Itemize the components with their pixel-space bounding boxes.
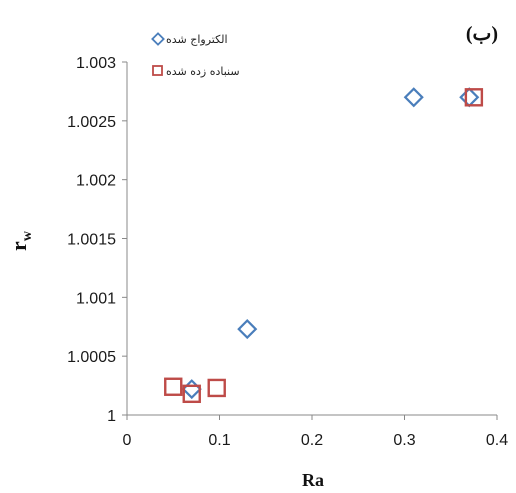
x-tick-label: 0.1 xyxy=(208,432,230,449)
y-tick-label: 1.0025 xyxy=(67,114,116,131)
point-diamond-series-0 xyxy=(237,319,258,340)
legend-item-electropolished: الکترواج شده xyxy=(151,32,228,46)
x-tick-label: 0 xyxy=(123,432,132,449)
svg-text:rw: rw xyxy=(6,230,35,251)
y-tick-label: 1.0015 xyxy=(67,232,116,249)
y-tick-label: 1.0005 xyxy=(67,349,116,366)
point-diamond-series-0 xyxy=(459,87,480,108)
x-tick-label: 0.3 xyxy=(393,432,415,449)
y-tick-label: 1.002 xyxy=(76,173,116,190)
point-diamond-series-0 xyxy=(181,379,202,400)
legend-label-electropolished: الکترواج شده xyxy=(166,33,228,46)
point-square-series-1 xyxy=(182,384,201,404)
legend-marker-square xyxy=(152,65,163,76)
y-axis-label-subscript: w xyxy=(20,230,35,241)
legend-label-sanded: سنباده زده شده xyxy=(166,65,240,78)
x-ticks: 0 0.1 0.2 0.3 0.4 xyxy=(123,415,508,449)
axes xyxy=(126,62,497,416)
legend: الکترواج شده سنباده زده شده xyxy=(151,32,240,78)
y-tick-label: 1.003 xyxy=(76,55,116,72)
point-diamond-series-0 xyxy=(403,87,424,108)
data-markers xyxy=(164,87,484,404)
x-tick-label: 0.4 xyxy=(486,432,508,449)
y-axis-label: rw xyxy=(6,230,35,251)
x-tick-label: 0.2 xyxy=(301,432,323,449)
point-square-series-1 xyxy=(464,88,484,107)
y-tick-label: 1 xyxy=(107,408,116,425)
y-tick-label: 1.001 xyxy=(76,290,116,307)
legend-item-sanded: سنباده زده شده xyxy=(152,65,240,78)
point-square-series-1 xyxy=(207,378,226,398)
point-square-series-1 xyxy=(164,377,183,396)
y-axis-label-main: r xyxy=(6,241,31,251)
x-axis-label: Ra xyxy=(302,470,324,490)
legend-marker-diamond xyxy=(151,32,165,46)
panel-label: (ب) xyxy=(466,23,498,45)
y-ticks: 1 1.0005 1.001 1.0015 1.002 1.0025 1.003 xyxy=(67,55,127,425)
